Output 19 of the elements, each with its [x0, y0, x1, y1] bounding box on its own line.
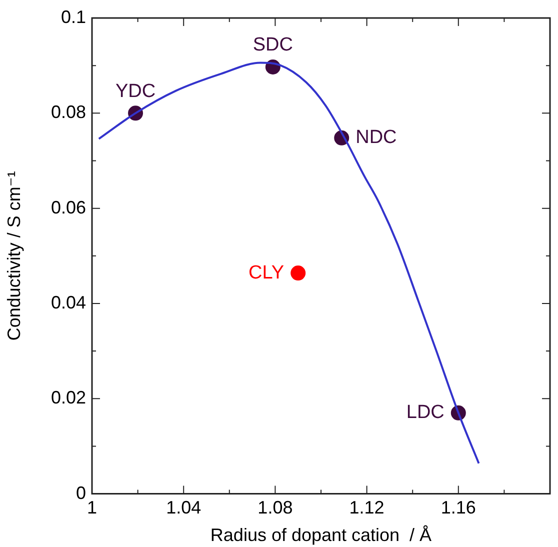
- y-axis-title: Conductivity / S cm⁻¹: [4, 171, 24, 341]
- y-tick-label: 0.04: [50, 292, 86, 312]
- x-tick-label: 1.16: [440, 498, 476, 518]
- x-tick-label: 1.08: [258, 498, 293, 518]
- y-tick-label: 0.06: [50, 197, 86, 218]
- y-tick-label: 0.1: [60, 6, 86, 27]
- x-tick-label: 1: [86, 498, 98, 518]
- point: [290, 266, 306, 281]
- series-label: NDC: [356, 127, 397, 148]
- x-tick-label: 1.12: [349, 498, 384, 518]
- series-label: CLY: [248, 262, 284, 284]
- x-axis-title: Radius of dopant cation / Å: [210, 525, 432, 546]
- series-label: YDC: [115, 80, 156, 102]
- series-label: LDC: [406, 402, 444, 424]
- y-tick-label: 0: [76, 482, 86, 503]
- y-tick-label: 0.02: [50, 388, 86, 408]
- y-tick-label: 0.08: [50, 102, 86, 122]
- x-tick-label: 1.04: [166, 498, 202, 518]
- series-label: SDC: [252, 34, 293, 56]
